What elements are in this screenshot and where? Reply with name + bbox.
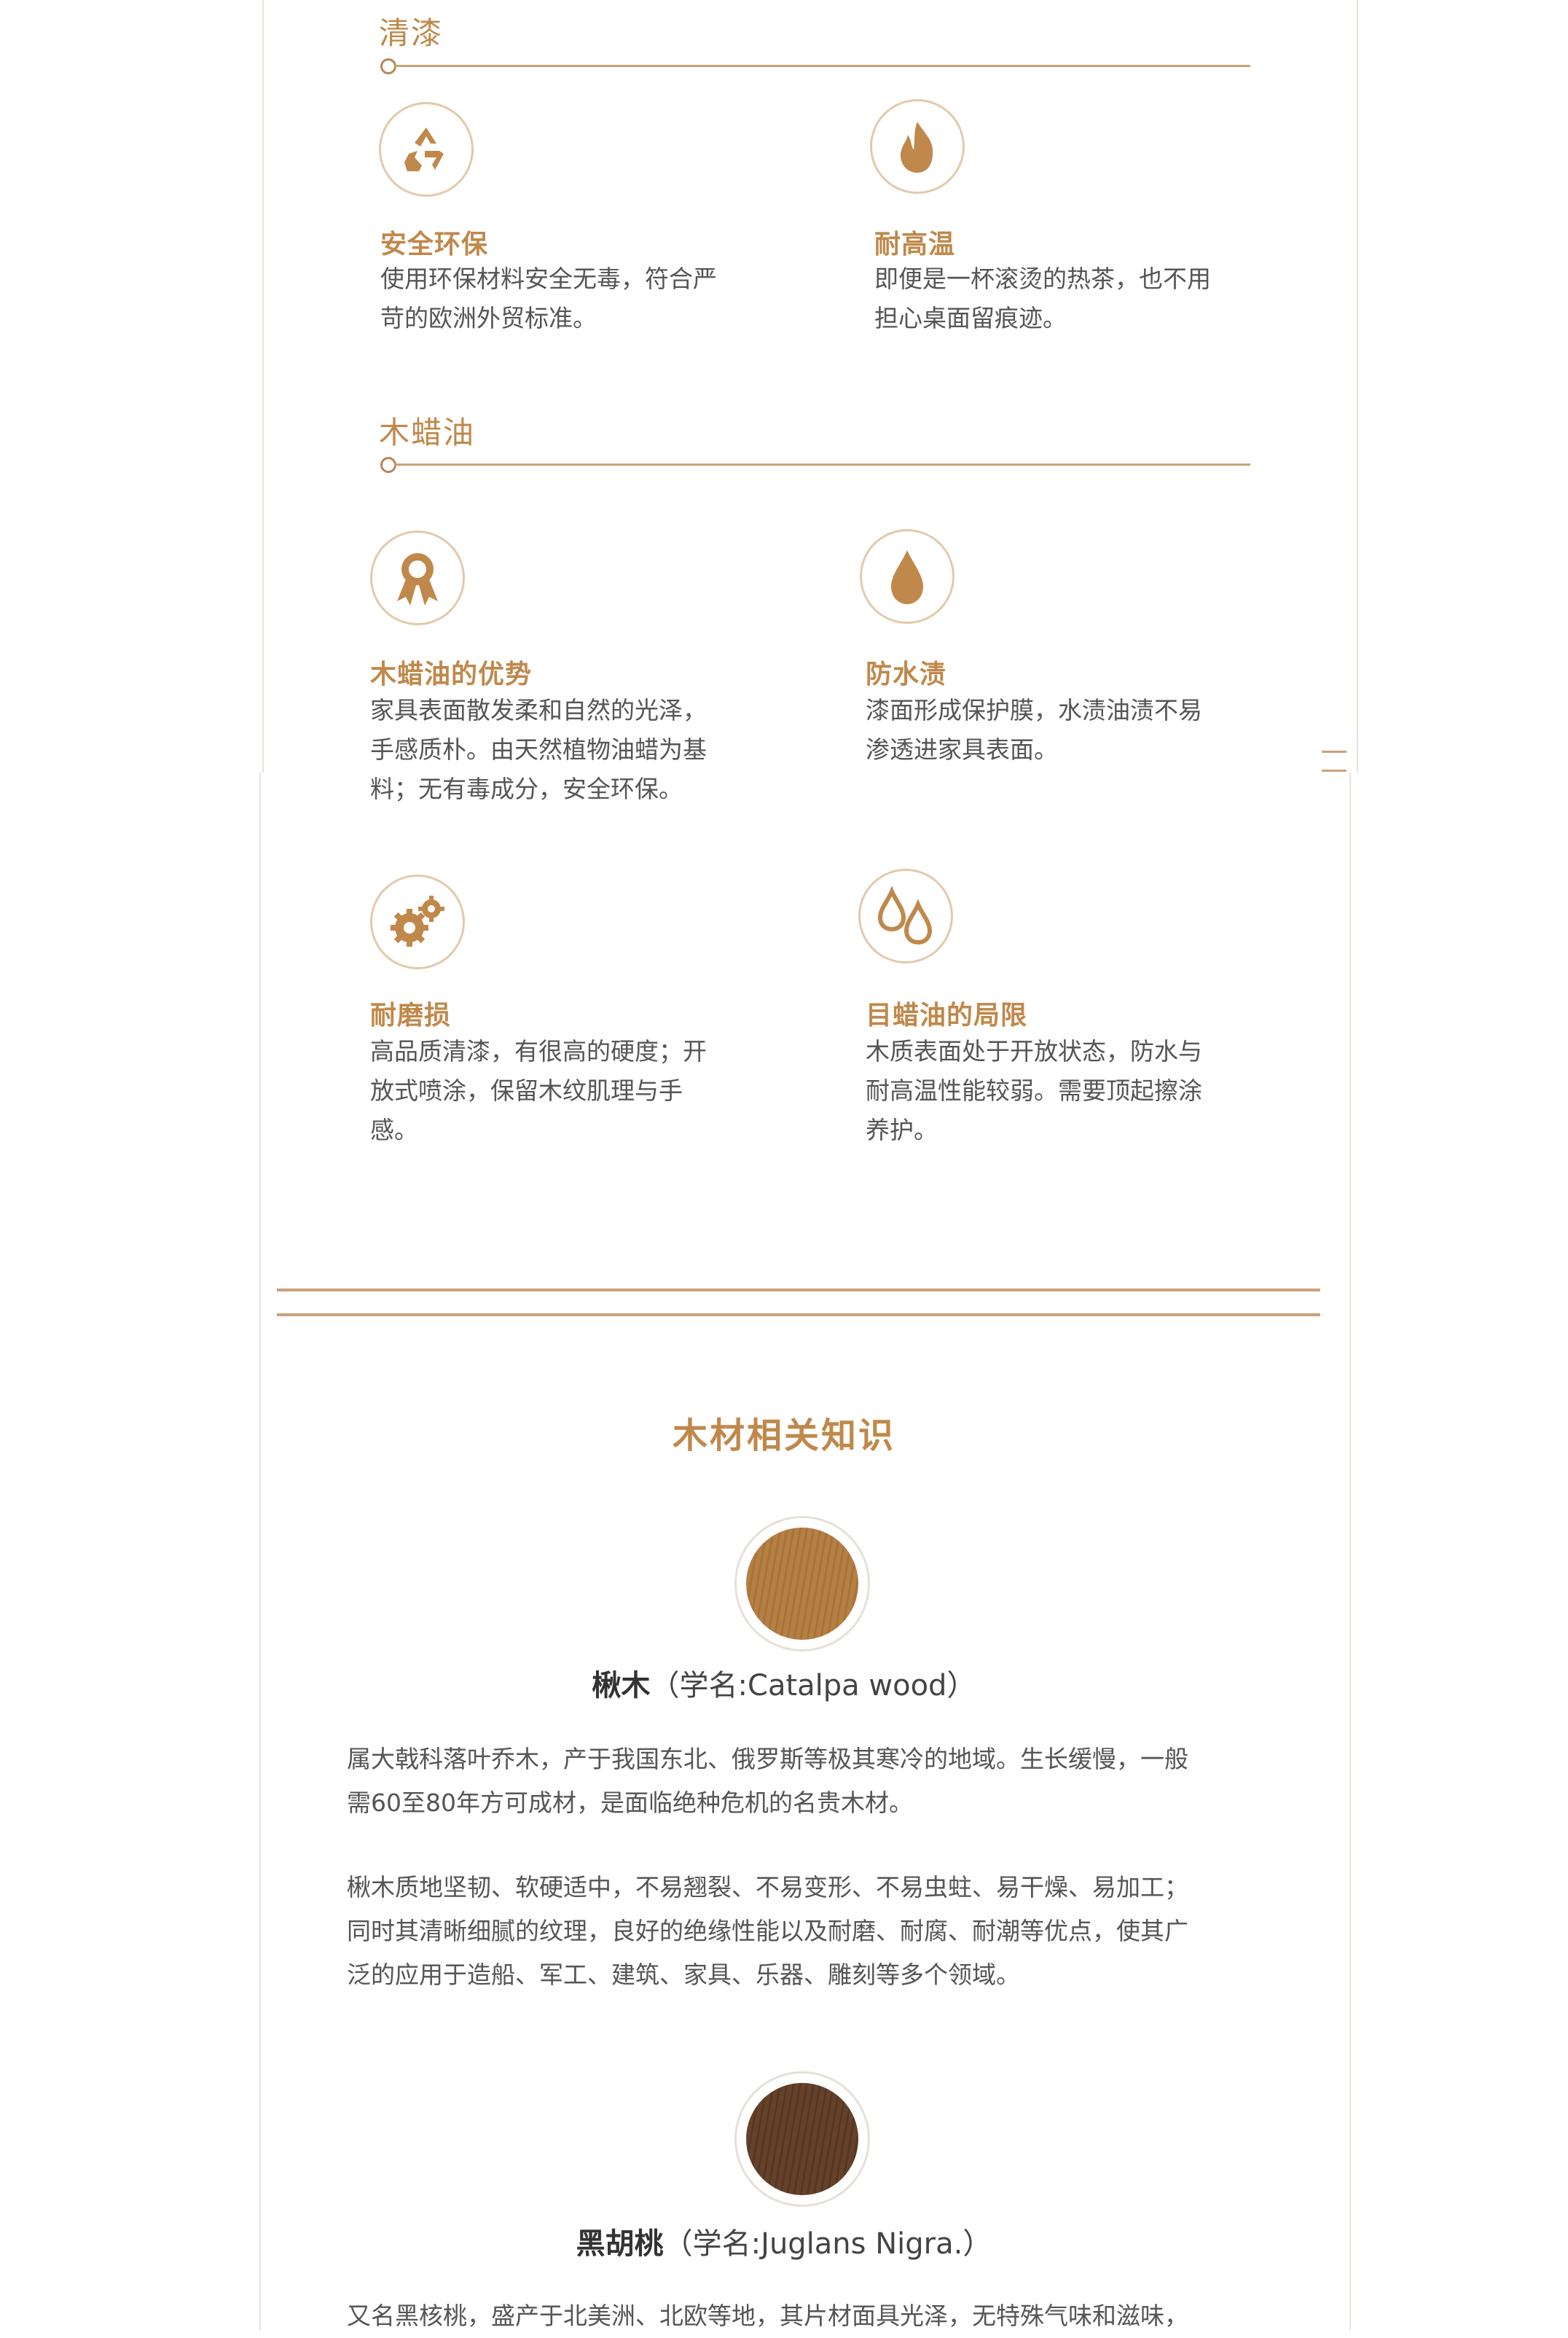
feature-body: 木质表面处于开放状态，防水与 耐高温性能较弱。需要顶起擦涂 养护。 [866, 1032, 1202, 1150]
section-title: 木蜡油 [379, 415, 476, 450]
wood-common-name: 楸木 [592, 1669, 651, 1702]
recycle-icon [379, 102, 474, 197]
left-border [259, 773, 261, 2330]
feature-line: 即便是一杯滚烫的热茶，也不用 [874, 265, 1211, 293]
right-border [1357, 0, 1358, 773]
gears-icon [370, 875, 465, 969]
section-dot [380, 58, 396, 74]
feature-title: 目蜡油的局限 [866, 1001, 1028, 1031]
feature-line: 料；无有毒成分，安全环保。 [370, 775, 683, 803]
feature-line: 木质表面处于开放状态，防水与 [866, 1037, 1202, 1066]
paragraph-line: 需60至80年方可成材，是面临绝种危机的名贵木材。 [347, 1788, 913, 1817]
feature-line: 耐高温性能较弱。需要顶起擦涂 [866, 1076, 1202, 1105]
feature-line: 手感质朴。由天然植物油蜡为基 [370, 735, 707, 764]
drops-icon [858, 869, 953, 963]
divider-tick [1322, 751, 1346, 753]
feature-line: 漆面形成保护膜，水渍油渍不易 [866, 696, 1202, 724]
feature-body: 即便是一杯滚烫的热茶，也不用 担心桌面留痕迹。 [874, 259, 1211, 338]
section-line [395, 464, 1250, 466]
section-dot [380, 457, 396, 473]
left-border [262, 0, 264, 773]
wood-common-name: 黑胡桃 [576, 2227, 664, 2261]
feature-title: 耐高温 [874, 230, 956, 259]
wood-scientific-name: （学名:Catalpa wood） [650, 1669, 976, 1702]
wood-paragraph: 又名黑核桃，盛产于北美洲、北欧等地，其片材面具光泽，无特殊气味和滋味， [347, 2294, 1250, 2338]
paragraph-line: 同时其清晰细腻的纹理，良好的绝缘性能以及耐磨、耐腐、耐潮等优点，使其广 [347, 1917, 1188, 1945]
section-line [395, 65, 1250, 67]
paragraph-line: 楸木质地坚韧、软硬适中，不易翘裂、不易变形、不易虫蛀、易干燥、易加工； [347, 1873, 1188, 1901]
feature-line: 家具表面散发柔和自然的光泽， [370, 696, 707, 724]
wood-paragraph: 楸木质地坚韧、软硬适中，不易翘裂、不易变形、不易虫蛀、易干燥、易加工； 同时其清… [347, 1866, 1250, 1997]
feature-line: 渗透进家具表面。 [866, 735, 1058, 764]
divider-tick [1322, 770, 1346, 772]
feature-body: 家具表面散发柔和自然的光泽， 手感质朴。由天然植物油蜡为基 料；无有毒成分，安全… [370, 691, 707, 809]
wood-texture [746, 2083, 858, 2195]
feature-line: 使用环保材料安全无毒，符合严 [380, 265, 717, 293]
paragraph-line: 又名黑核桃，盛产于北美洲、北欧等地，其片材面具光泽，无特殊气味和滋味， [347, 2302, 1188, 2330]
section-title: 清漆 [379, 15, 444, 51]
wood-name: 楸木（学名:Catalpa wood） [0, 1662, 1568, 1704]
feature-title: 防水渍 [866, 660, 947, 689]
feature-body: 使用环保材料安全无毒，符合严 苛的欧洲外贸标准。 [380, 259, 717, 338]
feature-title: 耐磨损 [370, 1001, 452, 1031]
flame-icon [870, 99, 965, 194]
wood-swatch-black-walnut [734, 2071, 870, 2207]
right-border [1349, 773, 1351, 2330]
feature-line: 高品质清漆，有很高的硬度；开 [370, 1037, 707, 1066]
feature-line: 放式喷涂，保留木纹肌理与手 [370, 1076, 683, 1105]
award-icon [370, 531, 465, 625]
feature-line: 感。 [370, 1116, 418, 1144]
wood-scientific-name: （学名:Juglans Nigra.） [663, 2227, 992, 2261]
feature-line: 苛的欧洲外贸标准。 [380, 304, 597, 332]
feature-title: 木蜡油的优势 [370, 660, 533, 689]
feature-body: 漆面形成保护膜，水渍油渍不易 渗透进家具表面。 [866, 691, 1202, 770]
feature-line: 担心桌面留痕迹。 [874, 304, 1067, 332]
feature-body: 高品质清漆，有很高的硬度；开 放式喷涂，保留木纹肌理与手 感。 [370, 1032, 707, 1150]
drop-icon [860, 529, 954, 624]
wood-swatch-catalpa [734, 1516, 870, 1651]
wood-paragraph: 属大戟科落叶乔木，产于我国东北、俄罗斯等极其寒冷的地域。生长缓慢，一般 需60至… [347, 1737, 1250, 1825]
section-divider [277, 1313, 1320, 1316]
knowledge-title: 木材相关知识 [672, 1415, 895, 1456]
wood-texture [746, 1528, 858, 1640]
feature-title: 安全环保 [380, 230, 489, 259]
section-divider [277, 1289, 1320, 1291]
paragraph-line: 属大戟科落叶乔木，产于我国东北、俄罗斯等极其寒冷的地域。生长缓慢，一般 [347, 1745, 1188, 1773]
paragraph-line: 泛的应用于造船、军工、建筑、家具、乐器、雕刻等多个领域。 [347, 1960, 1020, 1989]
wood-name: 黑胡桃（学名:Juglans Nigra.） [0, 2220, 1568, 2262]
feature-line: 养护。 [866, 1116, 938, 1144]
